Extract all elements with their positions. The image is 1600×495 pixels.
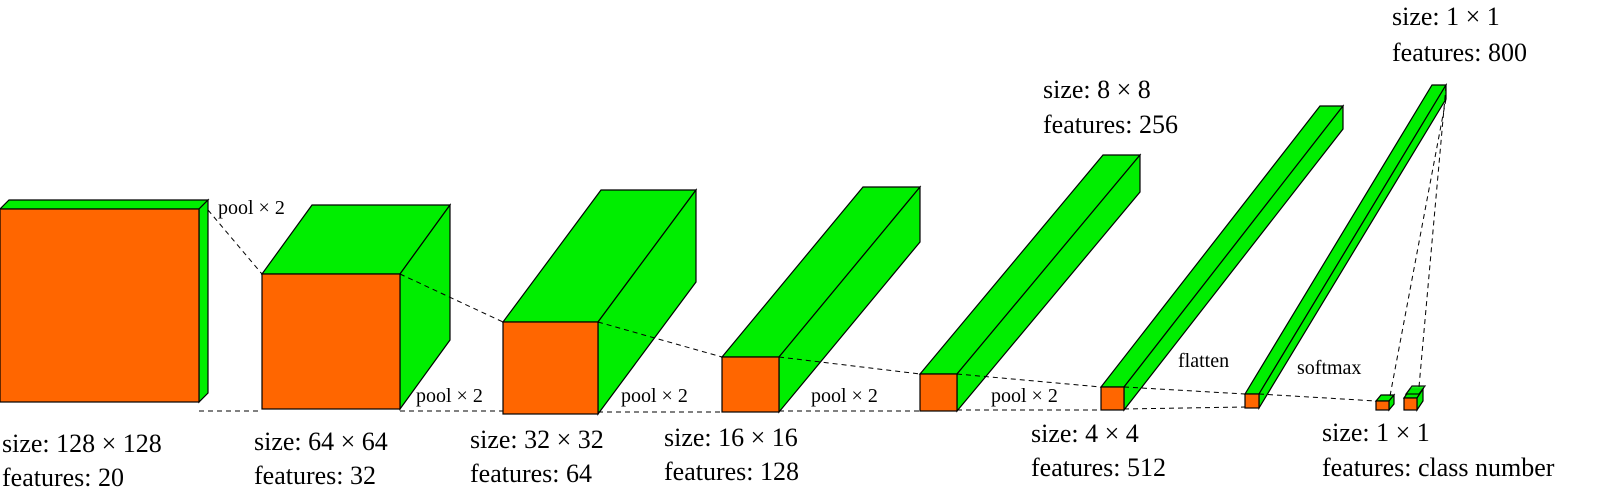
block-5-front-face [920, 374, 957, 411]
op-label-softmax: softmax [1297, 357, 1361, 379]
layer-6-size-label: size: 4 × 4 [1031, 419, 1139, 448]
block-5-top-face [920, 155, 1140, 374]
op-label-pool-4: pool × 2 [991, 385, 1058, 407]
layer-5-size-label: size: 8 × 8 [1043, 75, 1151, 104]
feature-block-2 [262, 205, 450, 409]
block-6-front-face [1101, 387, 1124, 410]
layer-5-features-label: features: 256 [1043, 110, 1178, 139]
feature-block-4 [722, 187, 920, 412]
block-6-top-face [1101, 106, 1343, 387]
block-1-top-face [0, 200, 208, 209]
block-3-front-face [503, 322, 598, 414]
layer-7-features-label: features: 800 [1392, 38, 1527, 67]
layer-4-features-label: features: 128 [664, 457, 799, 486]
layer-8-size-label: size: 1 × 1 [1322, 418, 1430, 447]
layer-1-size-label: size: 128 × 128 [2, 429, 162, 458]
op-label-pool-top: pool × 2 [218, 197, 285, 219]
block-7-front-face [1245, 394, 1259, 408]
block-7-top-face [1245, 85, 1446, 394]
output-cube-a [1376, 395, 1394, 410]
layer-2-size-label: size: 64 × 64 [254, 427, 388, 456]
layer-6-features-label: features: 512 [1031, 453, 1166, 482]
op-label-flatten: flatten [1178, 350, 1229, 372]
layer-3-size-label: size: 32 × 32 [470, 425, 604, 454]
layer-4-size-label: size: 16 × 16 [664, 423, 798, 452]
feature-block-1 [0, 200, 208, 402]
layer-7-size-label: size: 1 × 1 [1392, 2, 1500, 31]
op-label-pool-2: pool × 2 [621, 385, 688, 407]
layer-2-features-label: features: 32 [254, 461, 376, 490]
feature-block-8-output [1376, 386, 1425, 410]
op-label-pool-3: pool × 2 [811, 385, 878, 407]
block-1-side-face [199, 200, 208, 402]
feature-block-3 [503, 190, 696, 414]
layer-8-features-label: features: class number [1322, 453, 1555, 482]
op-label-pool-1: pool × 2 [416, 385, 483, 407]
output-cube-b [1404, 386, 1425, 410]
feature-block-5 [920, 155, 1140, 411]
layer-1-features-label: features: 20 [2, 463, 124, 492]
block-2-front-face [262, 274, 400, 409]
block-1-front-face [0, 209, 199, 402]
layer-3-features-label: features: 64 [470, 459, 592, 488]
block-4-front-face [722, 357, 779, 412]
